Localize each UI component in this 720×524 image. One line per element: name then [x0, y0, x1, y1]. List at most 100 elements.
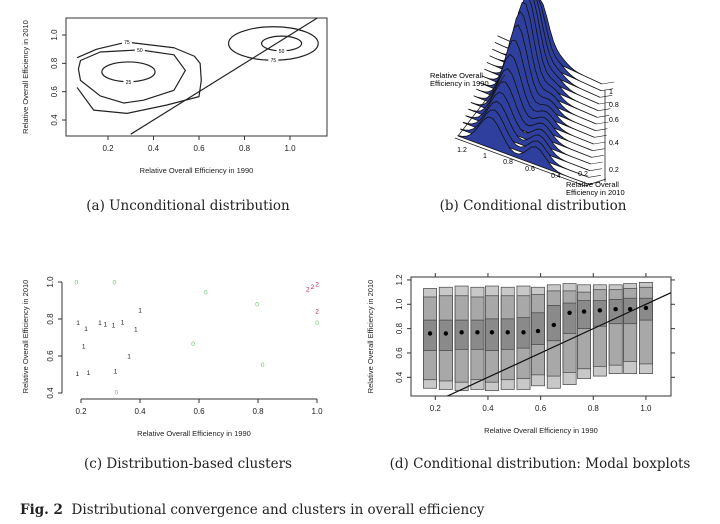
boxplot-column [546, 284, 561, 389]
x-axis-label: Relative Overall [430, 71, 483, 80]
x-tick-label: 0.6 [193, 144, 205, 153]
mode-point [613, 306, 618, 312]
mode-point [567, 310, 572, 315]
cluster-point: 1 [76, 320, 80, 327]
ridge-base-line [590, 161, 603, 165]
mode-point [521, 330, 526, 335]
y-tick-label: 0.4 [609, 140, 619, 147]
cluster-point: 1 [112, 323, 116, 330]
cluster-point: 2 [315, 308, 319, 315]
y-tick-label: 1.2 [395, 274, 404, 286]
x-tick-label: 0.8 [252, 407, 264, 416]
ridge-base-line [596, 121, 609, 125]
contour-line [227, 26, 319, 61]
contour-level-label: 75 [124, 40, 130, 46]
cluster-point: 1 [87, 370, 91, 377]
figure-caption-text: Distributional convergence and clusters … [71, 502, 485, 518]
boxplot-column [623, 283, 638, 374]
x-tick-label: 0.8 [239, 144, 251, 153]
y-tick-label: 0.4 [46, 387, 55, 399]
panel-b: 1.2 1 0.8 0.6 0.4 0.2 1 0.8 0.6 0.4 0.2 Relative Ov… [430, 0, 625, 197]
back-edge [457, 74, 506, 137]
panel-a: 0.2 0.4 0.6 0.8 1.0 0.4 0.6 0.8 1.0 Relative Over… [21, 17, 328, 175]
boxplot-column [639, 282, 653, 374]
x-tick-label: 0.4 [134, 407, 146, 416]
cluster-point: 0 [261, 362, 265, 369]
x-tick-label: 1.2 [457, 147, 467, 154]
ridge-base-line [589, 168, 602, 171]
cluster-point: 1 [104, 321, 108, 328]
x-tick-label: 1 [483, 153, 487, 160]
y-tick-label: 0.8 [609, 102, 619, 109]
ridge-base-line [601, 88, 614, 91]
cluster-point: 1 [82, 343, 86, 350]
diagonal-line [130, 18, 318, 135]
y-tick-label: 0.4 [50, 114, 59, 126]
x-tick-label: 0.2 [578, 171, 588, 178]
cluster-point: 0 [255, 302, 259, 309]
x-axis-label: Relative Overall Efficiency in 1990 [484, 426, 598, 435]
y-tick-label: 0.6 [46, 350, 55, 362]
ridge-base-line [601, 81, 615, 85]
x-tick-label: 0.6 [193, 407, 205, 416]
panel-c: 0.2 0.4 0.6 0.8 1.0 0.4 0.6 0.8 1.0 Relative Over… [21, 276, 323, 438]
contour-label-bg [268, 57, 279, 63]
diagonal-line [446, 292, 671, 396]
mode-point [443, 331, 449, 336]
cluster-point: 1 [134, 326, 138, 333]
y-axis-label-line2: Efficiency in 2010 [566, 188, 625, 197]
cluster-point: 0 [191, 341, 195, 348]
y-tick-label: 0.8 [395, 323, 404, 335]
x-tick-label: 0.2 [75, 407, 87, 416]
x-tick-label: 0.8 [588, 404, 600, 413]
y-tick-label: 0.2 [609, 167, 619, 174]
y-tick-label: 0.8 [46, 313, 55, 325]
mode-point [551, 322, 556, 328]
boxplot-column [454, 285, 469, 392]
contour-label-bg [121, 39, 132, 45]
panel-d: 0.2 0.4 0.6 0.8 1.0 0.4 0.6 0.8 1.0 1.2 Relative O… [366, 273, 675, 435]
boxplot-column [577, 284, 591, 379]
cluster-point: 1 [121, 320, 125, 327]
box-segment [484, 318, 499, 351]
y-tick-label: 0.6 [609, 117, 619, 124]
x-axis-label-line2: Efficiency in 1990 [430, 79, 489, 88]
y-tick-label: 1.0 [50, 29, 59, 41]
mode-point [535, 328, 541, 334]
mode-point [627, 306, 633, 312]
boxplot-column [531, 286, 545, 387]
cluster-point: 2 [311, 284, 315, 291]
cluster-point: 1 [98, 320, 102, 327]
boxplot-column [423, 288, 437, 389]
box-segment [531, 312, 545, 345]
x-tick-label: 0.6 [535, 404, 547, 413]
box-segment [592, 300, 607, 327]
cluster-point: 0 [113, 280, 117, 287]
y-tick-label: 0.6 [50, 86, 59, 98]
cluster-point: 1 [127, 354, 131, 361]
x-axis-label: Relative Overall Efficiency in 1990 [137, 429, 251, 438]
mode-point [643, 305, 649, 311]
y-tick-label: 0.6 [395, 347, 404, 359]
cluster-point: 0 [315, 320, 319, 327]
cluster-point: 1 [114, 368, 118, 375]
ridge-base-line [592, 148, 605, 151]
mode-point [489, 330, 495, 335]
contour-label-bg [276, 48, 287, 54]
density-ridge [457, 116, 589, 185]
mode-point [427, 331, 433, 336]
mode-point [597, 308, 603, 313]
ridge-base-line [598, 108, 611, 111]
figure-caption: Fig. 2 Distributional convergence and cl… [20, 502, 484, 518]
y-tick-label: 1.0 [46, 276, 55, 288]
box-segment [577, 300, 591, 329]
x-tick-label: 0.4 [551, 173, 561, 180]
caption-d: (d) Conditional distribution: Modal boxp… [389, 456, 691, 472]
cluster-point: 2 [306, 287, 310, 294]
x-axis-label: Relative Overall Efficiency in 1990 [140, 166, 254, 175]
x-tick-label: 0.6 [525, 166, 535, 173]
y-axis-label: Relative Overall Efficiency in 2010 [21, 20, 30, 134]
contour-label-bg [123, 79, 134, 85]
contour-level-label: 50 [279, 49, 285, 55]
